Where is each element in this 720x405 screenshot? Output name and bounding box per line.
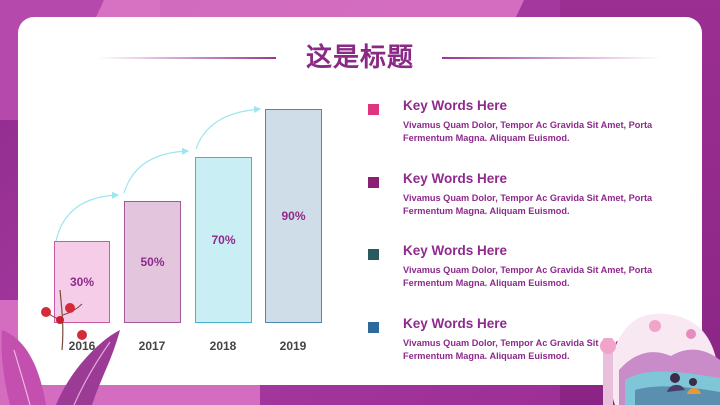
x-tick-label: 2018 (209, 339, 237, 353)
list-item: Key Words Here Vivamus Quam Dolor, Tempo… (368, 243, 688, 306)
item-description: Vivamus Quam Dolor, Tempor Ac Gravida Si… (403, 338, 653, 361)
bullet-square-icon (368, 322, 379, 333)
bar-2018: 70% (195, 157, 252, 323)
slide-card: 这是标题 30% 50% 70% 90% 2016 2017 2018 (18, 17, 702, 385)
bar-2017: 50% (124, 201, 181, 323)
title-divider-left (98, 57, 276, 59)
bullet-square-icon (368, 249, 379, 260)
illustration-scene-icon (600, 313, 720, 405)
item-heading: Key Words Here (403, 171, 508, 186)
item-description: Vivamus Quam Dolor, Tempor Ac Gravida Si… (403, 120, 653, 143)
list-item: Key Words Here Vivamus Quam Dolor, Tempo… (368, 316, 688, 379)
x-tick-label: 2016 (68, 339, 96, 353)
item-heading: Key Words Here (403, 316, 508, 331)
item-description: Vivamus Quam Dolor, Tempor Ac Gravida Si… (403, 193, 653, 216)
bar-chart: 30% 50% 70% 90% 2016 2017 2018 2019 (18, 17, 358, 385)
leaf-decoration-icon (1, 290, 120, 405)
x-tick-label: 2019 (279, 339, 307, 353)
bullet-square-icon (368, 177, 379, 188)
bar-value-label: 50% (140, 255, 165, 269)
bar-2016: 30% (54, 241, 110, 323)
list-item: Key Words Here Vivamus Quam Dolor, Tempo… (368, 171, 688, 234)
item-heading: Key Words Here (403, 98, 508, 113)
item-heading: Key Words Here (403, 243, 508, 258)
bar-value-label: 30% (69, 275, 95, 289)
title-divider-right (442, 57, 662, 59)
item-description: Vivamus Quam Dolor, Tempor Ac Gravida Si… (403, 265, 653, 288)
title-row: 这是标题 (18, 37, 702, 73)
bar-value-label: 70% (211, 233, 236, 247)
bar-2019: 90% (265, 109, 322, 323)
bullet-square-icon (368, 104, 379, 115)
list-item: Key Words Here Vivamus Quam Dolor, Tempo… (368, 98, 688, 161)
slide-title: 这是标题 (305, 43, 414, 73)
bar-value-label: 90% (281, 209, 306, 223)
x-tick-label: 2017 (138, 339, 166, 353)
